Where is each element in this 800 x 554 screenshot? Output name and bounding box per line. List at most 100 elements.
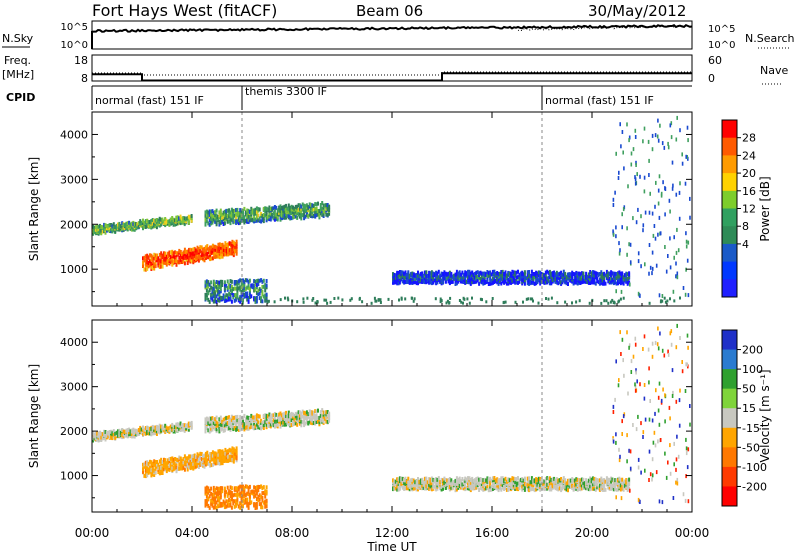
velocity-cell [265, 413, 268, 418]
power-cell [657, 188, 660, 193]
velocity-cell [553, 476, 556, 481]
power-cell [497, 281, 500, 286]
velocity-cell [314, 414, 317, 419]
power-cell [564, 278, 567, 283]
velocity-cell [237, 418, 240, 423]
velocity-cell [594, 477, 597, 482]
power-cell [203, 258, 206, 263]
velocity-cell [185, 424, 188, 429]
power-cell [635, 160, 637, 165]
velocity-cell [181, 458, 184, 463]
velocity-cell [223, 451, 225, 456]
velocity-cell [615, 478, 618, 483]
velocity-cell [262, 419, 265, 424]
velocity-cell [212, 423, 215, 428]
velocity-cell [473, 485, 476, 490]
velocity-cell [433, 478, 436, 483]
velocity-cell [254, 424, 257, 429]
velocity-cell [154, 460, 157, 464]
power-cell [228, 211, 231, 216]
velocity-cell [230, 491, 233, 495]
power-cell [442, 280, 444, 285]
velocity-cell [264, 494, 267, 499]
velocity-cell [212, 505, 215, 510]
power-cell [258, 296, 261, 301]
power-cell [179, 214, 182, 219]
velocity-cell [429, 481, 432, 486]
velocity-cell [151, 472, 154, 477]
velocity-cell [214, 457, 217, 462]
power-cell [92, 229, 94, 234]
power-cell [328, 208, 331, 213]
power-cell [236, 295, 239, 300]
velocity-cell [590, 482, 593, 487]
velocity-cell [176, 458, 179, 462]
power-cell [622, 275, 625, 280]
velocity-cell [255, 413, 258, 418]
velocity-cell [282, 420, 285, 425]
power-cell [637, 291, 640, 296]
power-cell [264, 293, 267, 298]
velocity-cell [171, 468, 174, 473]
power-cell [504, 275, 507, 280]
velocity-cell [253, 424, 256, 429]
power-cell [503, 271, 506, 276]
power-cell [661, 141, 664, 146]
power-cell [467, 269, 469, 274]
power-cell [628, 271, 631, 276]
power-cell [479, 270, 482, 275]
power-cell [425, 274, 428, 279]
power-cell [425, 270, 428, 275]
velocity-cell [322, 410, 325, 415]
velocity-cell [150, 463, 153, 468]
power-cell [254, 298, 257, 302]
power-cell [212, 210, 215, 215]
power-cell [612, 203, 615, 207]
power-cell [635, 220, 638, 225]
velocity-cell [610, 479, 613, 484]
power-cell [620, 289, 623, 294]
velocity-cell [501, 480, 504, 485]
power-cell [405, 277, 408, 282]
velocity-cell [223, 501, 226, 506]
velocity-cell [573, 478, 576, 483]
velocity-cell [160, 457, 163, 462]
velocity-cell [192, 461, 195, 466]
power-cell [462, 280, 465, 284]
velocity-cell [222, 424, 225, 429]
velocity-cell [572, 485, 575, 490]
power-cell [248, 210, 251, 214]
power-cell [211, 292, 214, 297]
power-cell [255, 212, 258, 217]
power-cell [532, 276, 535, 281]
power-cell [440, 299, 443, 303]
power-cell [300, 216, 303, 221]
velocity-cell [607, 485, 610, 490]
power-cell [297, 208, 300, 212]
power-cell [217, 289, 219, 294]
power-cell [548, 275, 551, 280]
velocity-cell [255, 501, 258, 506]
velocity-cell [598, 478, 601, 483]
power-cell [467, 275, 469, 280]
power-cell [179, 250, 182, 254]
velocity-cell [535, 477, 538, 482]
velocity-cell [480, 482, 483, 486]
velocity-cell [230, 497, 233, 502]
velocity-cell [243, 492, 246, 497]
power-cell [217, 298, 219, 303]
power-cell [118, 221, 121, 226]
velocity-cell [212, 488, 215, 493]
power-cell [216, 249, 218, 254]
power-cell [207, 221, 210, 226]
power-cell [315, 202, 318, 207]
velocity-cell [605, 478, 608, 483]
velocity-cell [243, 486, 246, 491]
velocity-cell [219, 425, 222, 430]
velocity-cell [211, 416, 214, 421]
power-cell [419, 278, 422, 283]
power-cell [454, 272, 457, 277]
power-cell [118, 224, 121, 229]
power-cell [228, 291, 231, 296]
power-cell [149, 263, 151, 268]
